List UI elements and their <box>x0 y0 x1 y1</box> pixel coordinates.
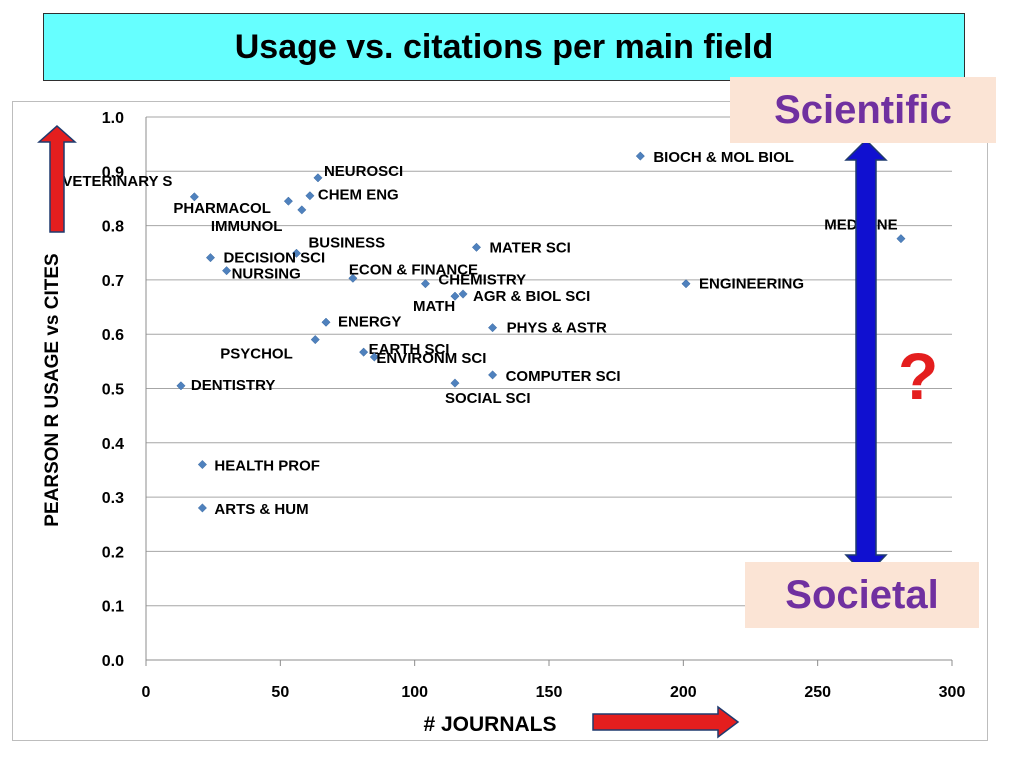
scientific-callout: Scientific <box>730 77 996 143</box>
data-point <box>310 335 320 345</box>
data-label: PSYCHOL <box>220 346 293 363</box>
data-label: SOCIAL SCI <box>445 390 531 407</box>
data-point <box>359 347 369 357</box>
data-point <box>488 370 498 380</box>
data-point <box>420 279 430 289</box>
data-point <box>635 151 645 161</box>
x-tick-label: 150 <box>536 684 563 701</box>
x-tick-label: 300 <box>939 684 966 701</box>
data-label: ARTS & HUM <box>214 501 308 518</box>
data-point <box>291 248 302 258</box>
data-label: IMMUNOL <box>211 218 283 235</box>
data-point <box>450 291 460 301</box>
y-tick-label: 0.5 <box>102 382 124 399</box>
x-tick-label: 50 <box>271 684 289 701</box>
data-label: ENERGY <box>338 313 401 330</box>
x-tick-label: 250 <box>804 684 831 701</box>
page-title: Usage vs. citations per main field <box>234 27 774 66</box>
data-label: CHEMISTRY <box>438 272 526 289</box>
data-point <box>681 279 691 289</box>
data-point <box>176 381 186 391</box>
x-tick-label: 100 <box>401 684 428 701</box>
societal-label: Societal <box>785 572 939 617</box>
data-label: VETERINARY S <box>62 173 172 190</box>
data-point <box>471 242 482 252</box>
data-point <box>348 273 358 283</box>
data-point <box>222 266 232 276</box>
data-point <box>305 191 315 201</box>
x-tick-label: 0 <box>142 684 151 701</box>
up-arrow-icon <box>37 124 77 233</box>
data-point <box>450 378 460 388</box>
data-label: PHYS & ASTR <box>507 320 607 337</box>
data-label: DECISION SCI <box>223 250 325 267</box>
data-label: ENVIRONM SCI <box>376 350 486 367</box>
data-label: BUSINESS <box>308 234 385 251</box>
data-label: AGR & BIOL SCI <box>473 288 590 305</box>
data-label: ECON & FINANCE <box>349 261 478 278</box>
data-point <box>197 503 207 513</box>
data-label: MATER SCI <box>489 239 570 256</box>
chart-frame <box>12 101 988 741</box>
y-tick-label: 0.8 <box>102 219 124 236</box>
y-tick-label: 0.3 <box>102 490 124 507</box>
y-tick-label: 0.9 <box>102 164 124 181</box>
data-point <box>205 253 216 263</box>
data-point <box>197 459 207 470</box>
y-tick-label: 0.2 <box>102 544 124 561</box>
y-tick-label: 0.4 <box>102 436 124 453</box>
y-tick-label: 0.1 <box>102 599 124 616</box>
data-point <box>321 317 331 327</box>
data-label: BIOCH & MOL BIOL <box>653 149 794 166</box>
data-label: CHEM ENG <box>318 187 399 204</box>
scientific-label: Scientific <box>774 87 952 132</box>
data-point <box>297 205 307 215</box>
x-axis-title: # JOURNALS <box>423 713 556 736</box>
data-point <box>313 173 323 183</box>
data-point <box>369 352 379 362</box>
societal-callout: Societal <box>745 562 979 628</box>
data-label: PHARMACOL <box>173 200 270 217</box>
data-label: MATH <box>413 298 455 315</box>
double-arrow-icon <box>844 138 888 578</box>
y-axis-title: PEARSON R USAGE vs CITES <box>42 253 63 526</box>
data-label: NURSING <box>232 266 301 283</box>
data-label: NEUROSCI <box>324 163 403 180</box>
title-banner: Usage vs. citations per main field <box>43 13 965 81</box>
data-label: COMPUTER SCI <box>506 368 621 385</box>
x-tick-label: 200 <box>670 684 697 701</box>
y-tick-label: 0.6 <box>102 327 124 344</box>
data-point <box>458 289 468 299</box>
y-tick-label: 0.0 <box>102 653 124 670</box>
data-label: HEALTH PROF <box>214 458 320 475</box>
y-tick-label: 1.0 <box>102 110 124 127</box>
data-point <box>896 234 906 244</box>
data-point <box>488 323 498 333</box>
data-label: DENTISTRY <box>191 377 275 394</box>
y-tick-label: 0.7 <box>102 273 124 290</box>
data-label: EARTH SCI <box>369 341 450 358</box>
question-mark: ? <box>898 339 939 413</box>
right-arrow-icon <box>592 705 740 739</box>
data-label: ENGINEERING <box>699 276 804 293</box>
data-point <box>283 196 293 206</box>
data-point <box>189 192 199 202</box>
